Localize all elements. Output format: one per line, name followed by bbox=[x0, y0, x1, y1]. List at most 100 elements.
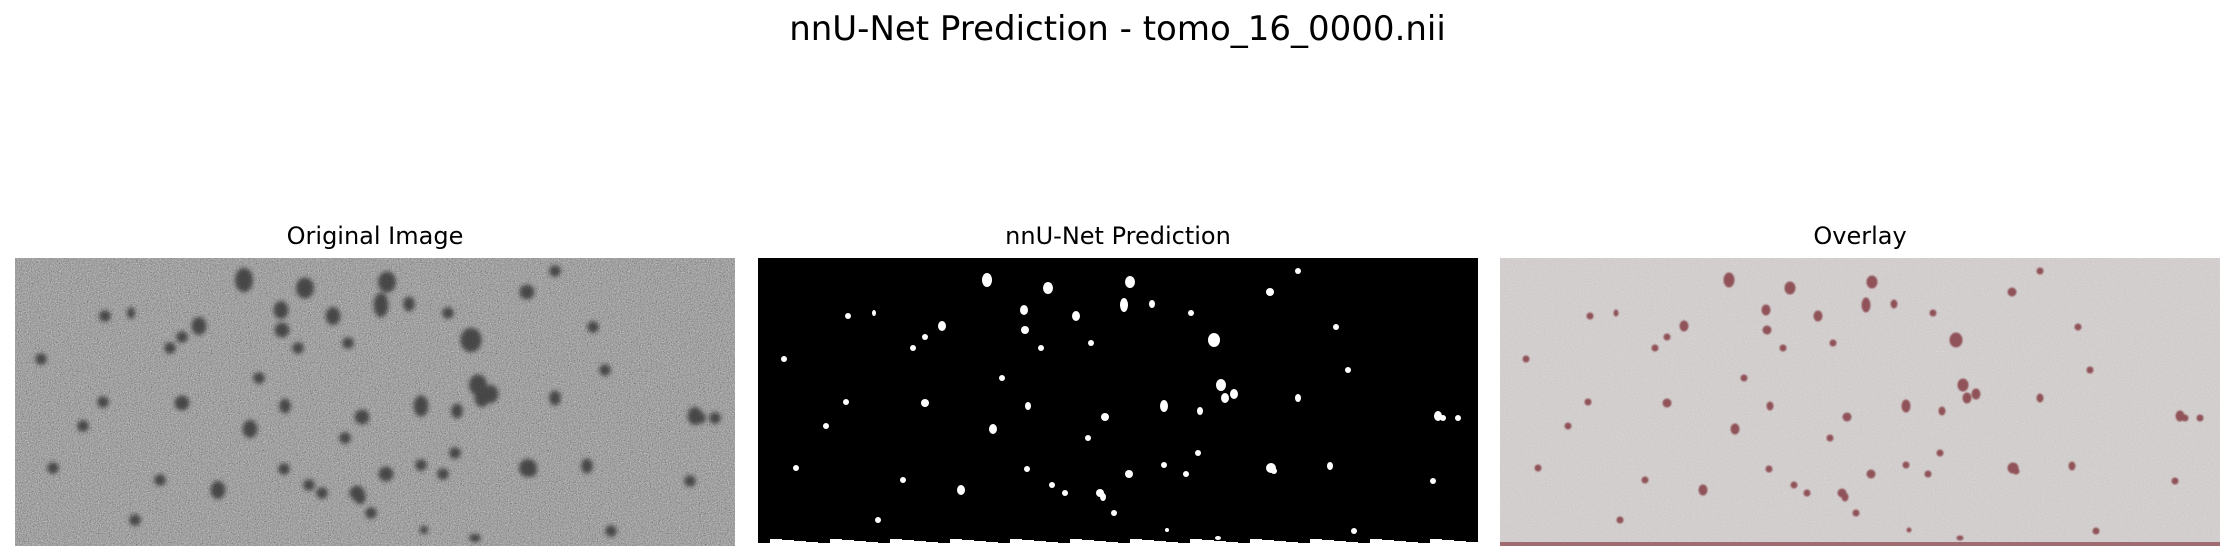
blob bbox=[938, 321, 946, 331]
blob bbox=[191, 317, 207, 335]
panel-original-image: Original Image bbox=[15, 220, 735, 546]
blob bbox=[1197, 407, 1203, 415]
blob bbox=[1616, 516, 1624, 524]
blob bbox=[419, 525, 429, 535]
blob bbox=[2036, 393, 2044, 403]
blob bbox=[1679, 320, 1689, 332]
mask-edge bbox=[1130, 539, 1142, 546]
blob bbox=[1125, 470, 1133, 478]
blob bbox=[1890, 299, 1898, 309]
mask-edge bbox=[842, 540, 854, 546]
blob bbox=[1762, 325, 1772, 335]
blob bbox=[97, 396, 109, 408]
blob bbox=[451, 403, 463, 419]
blob bbox=[1149, 300, 1155, 308]
mask-edge bbox=[1394, 541, 1406, 546]
blob bbox=[1829, 339, 1837, 347]
blob bbox=[1188, 310, 1194, 316]
blob bbox=[1641, 476, 1649, 484]
mask-edge bbox=[1238, 543, 1250, 546]
blob bbox=[549, 265, 561, 277]
blob bbox=[77, 420, 89, 432]
mask-edge bbox=[1226, 542, 1238, 546]
blob bbox=[1043, 282, 1053, 294]
blob bbox=[1522, 355, 1530, 363]
blob bbox=[442, 307, 454, 319]
blob bbox=[1730, 423, 1740, 435]
blob bbox=[1613, 309, 1619, 317]
blob bbox=[1221, 393, 1229, 403]
blob bbox=[1962, 392, 1972, 404]
mask-edge bbox=[950, 539, 962, 546]
mask-edge bbox=[830, 539, 842, 546]
blob bbox=[1663, 333, 1671, 341]
blob bbox=[1564, 422, 1572, 430]
blob bbox=[1216, 379, 1226, 391]
blob bbox=[2068, 461, 2076, 471]
blob bbox=[1125, 276, 1135, 288]
panel-title-overlay: Overlay bbox=[1813, 222, 1907, 250]
blob bbox=[922, 334, 928, 340]
blob bbox=[1584, 398, 1592, 406]
blob bbox=[303, 479, 315, 491]
blob bbox=[1434, 411, 1442, 421]
mask-edge bbox=[962, 540, 974, 546]
blob bbox=[469, 533, 481, 543]
panel-overlay: Overlay bbox=[1500, 220, 2220, 546]
blob bbox=[1949, 332, 1963, 348]
blob bbox=[342, 337, 354, 349]
blob bbox=[1295, 394, 1301, 402]
mask-edge bbox=[1262, 540, 1274, 546]
blob bbox=[605, 525, 617, 537]
blob bbox=[781, 356, 787, 362]
blob bbox=[1826, 434, 1834, 442]
mask-edge bbox=[938, 543, 950, 546]
blob bbox=[549, 390, 561, 406]
blob bbox=[1440, 415, 1446, 421]
mask-edge bbox=[1034, 541, 1046, 546]
blob bbox=[1837, 488, 1847, 498]
mask-edge bbox=[1154, 541, 1166, 546]
blob bbox=[292, 342, 304, 354]
mask-edge bbox=[1178, 543, 1190, 546]
blob bbox=[843, 399, 849, 405]
mask-edge bbox=[1058, 543, 1070, 546]
mask-edge bbox=[1430, 539, 1442, 546]
blob bbox=[1183, 471, 1189, 477]
blob bbox=[1790, 481, 1798, 489]
blob bbox=[1120, 298, 1128, 312]
blob bbox=[2171, 477, 2179, 485]
blob bbox=[1351, 528, 1357, 534]
blob bbox=[365, 507, 377, 519]
mask-edge bbox=[1334, 541, 1346, 546]
blob bbox=[1866, 275, 1878, 289]
blob bbox=[519, 284, 535, 300]
blob bbox=[449, 447, 461, 459]
mask-edge bbox=[1418, 543, 1430, 546]
blob bbox=[1813, 310, 1823, 322]
blob bbox=[900, 477, 906, 483]
blob bbox=[2074, 323, 2082, 331]
blob bbox=[210, 481, 226, 499]
blob bbox=[1861, 297, 1871, 313]
blob bbox=[1111, 510, 1117, 516]
blob bbox=[694, 412, 706, 424]
blob bbox=[378, 271, 396, 293]
mask-edge bbox=[914, 541, 926, 546]
blob bbox=[1160, 400, 1168, 412]
blob bbox=[126, 307, 136, 319]
blob bbox=[1271, 468, 1277, 474]
mask-edge bbox=[806, 542, 818, 546]
blob bbox=[1740, 374, 1748, 382]
mask-edge bbox=[1442, 540, 1454, 546]
prediction-mask bbox=[758, 258, 1478, 546]
blob bbox=[1534, 464, 1542, 472]
blob bbox=[957, 485, 965, 495]
blob bbox=[1195, 450, 1201, 456]
blob bbox=[129, 514, 141, 526]
blob bbox=[242, 420, 258, 438]
blob bbox=[1651, 344, 1659, 352]
mask-edge bbox=[1214, 541, 1226, 546]
mask-edge bbox=[1094, 541, 1106, 546]
blob bbox=[235, 267, 253, 293]
